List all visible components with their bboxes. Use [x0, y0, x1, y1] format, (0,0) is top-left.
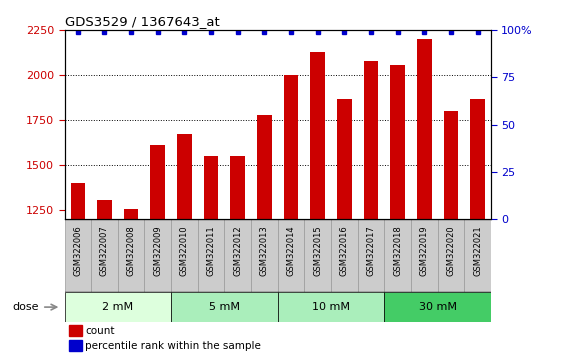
- Bar: [257, 115, 272, 354]
- Text: GSM322021: GSM322021: [473, 225, 482, 276]
- Bar: [384, 219, 411, 292]
- Text: GSM322012: GSM322012: [233, 225, 242, 276]
- Bar: [337, 99, 352, 354]
- Text: GSM322015: GSM322015: [313, 225, 322, 276]
- Bar: [438, 219, 465, 292]
- Text: GSM322009: GSM322009: [153, 225, 162, 276]
- Bar: [204, 156, 218, 354]
- Text: GSM322006: GSM322006: [73, 225, 82, 276]
- Bar: [304, 219, 331, 292]
- Text: GSM322008: GSM322008: [127, 225, 136, 276]
- Bar: [197, 219, 224, 292]
- Text: GSM322020: GSM322020: [447, 225, 456, 276]
- Bar: [310, 52, 325, 354]
- Bar: [364, 61, 378, 354]
- Bar: [71, 183, 85, 354]
- Bar: [465, 219, 491, 292]
- Text: dose: dose: [12, 302, 39, 312]
- Bar: [384, 292, 491, 322]
- Bar: [118, 219, 145, 292]
- Bar: [124, 209, 139, 354]
- Text: GSM322018: GSM322018: [393, 225, 402, 276]
- Bar: [284, 75, 298, 354]
- Text: GSM322016: GSM322016: [340, 225, 349, 276]
- Bar: [177, 134, 192, 354]
- Text: GSM322007: GSM322007: [100, 225, 109, 276]
- Bar: [358, 219, 384, 292]
- Text: GSM322019: GSM322019: [420, 225, 429, 276]
- Bar: [150, 145, 165, 354]
- Text: GSM322017: GSM322017: [366, 225, 375, 276]
- Text: GSM322010: GSM322010: [180, 225, 189, 276]
- Bar: [470, 99, 485, 354]
- Text: 10 mM: 10 mM: [312, 302, 350, 312]
- Text: 2 mM: 2 mM: [102, 302, 134, 312]
- Text: count: count: [85, 326, 114, 336]
- Bar: [171, 292, 278, 322]
- Text: 5 mM: 5 mM: [209, 302, 240, 312]
- Bar: [231, 156, 245, 354]
- Bar: [417, 39, 431, 354]
- Text: GDS3529 / 1367643_at: GDS3529 / 1367643_at: [65, 15, 219, 28]
- Bar: [91, 219, 118, 292]
- Bar: [69, 325, 82, 336]
- Bar: [251, 219, 278, 292]
- Bar: [411, 219, 438, 292]
- Bar: [65, 219, 91, 292]
- Bar: [278, 219, 304, 292]
- Bar: [224, 219, 251, 292]
- Bar: [278, 292, 384, 322]
- Bar: [171, 219, 198, 292]
- Bar: [444, 111, 458, 354]
- Bar: [145, 219, 171, 292]
- Bar: [390, 65, 405, 354]
- Text: GSM322011: GSM322011: [206, 225, 215, 276]
- Text: 30 mM: 30 mM: [419, 302, 457, 312]
- Bar: [69, 340, 82, 352]
- Text: GSM322014: GSM322014: [287, 225, 296, 276]
- Text: percentile rank within the sample: percentile rank within the sample: [85, 341, 261, 351]
- Bar: [331, 219, 358, 292]
- Bar: [97, 200, 112, 354]
- Bar: [65, 292, 171, 322]
- Text: GSM322013: GSM322013: [260, 225, 269, 276]
